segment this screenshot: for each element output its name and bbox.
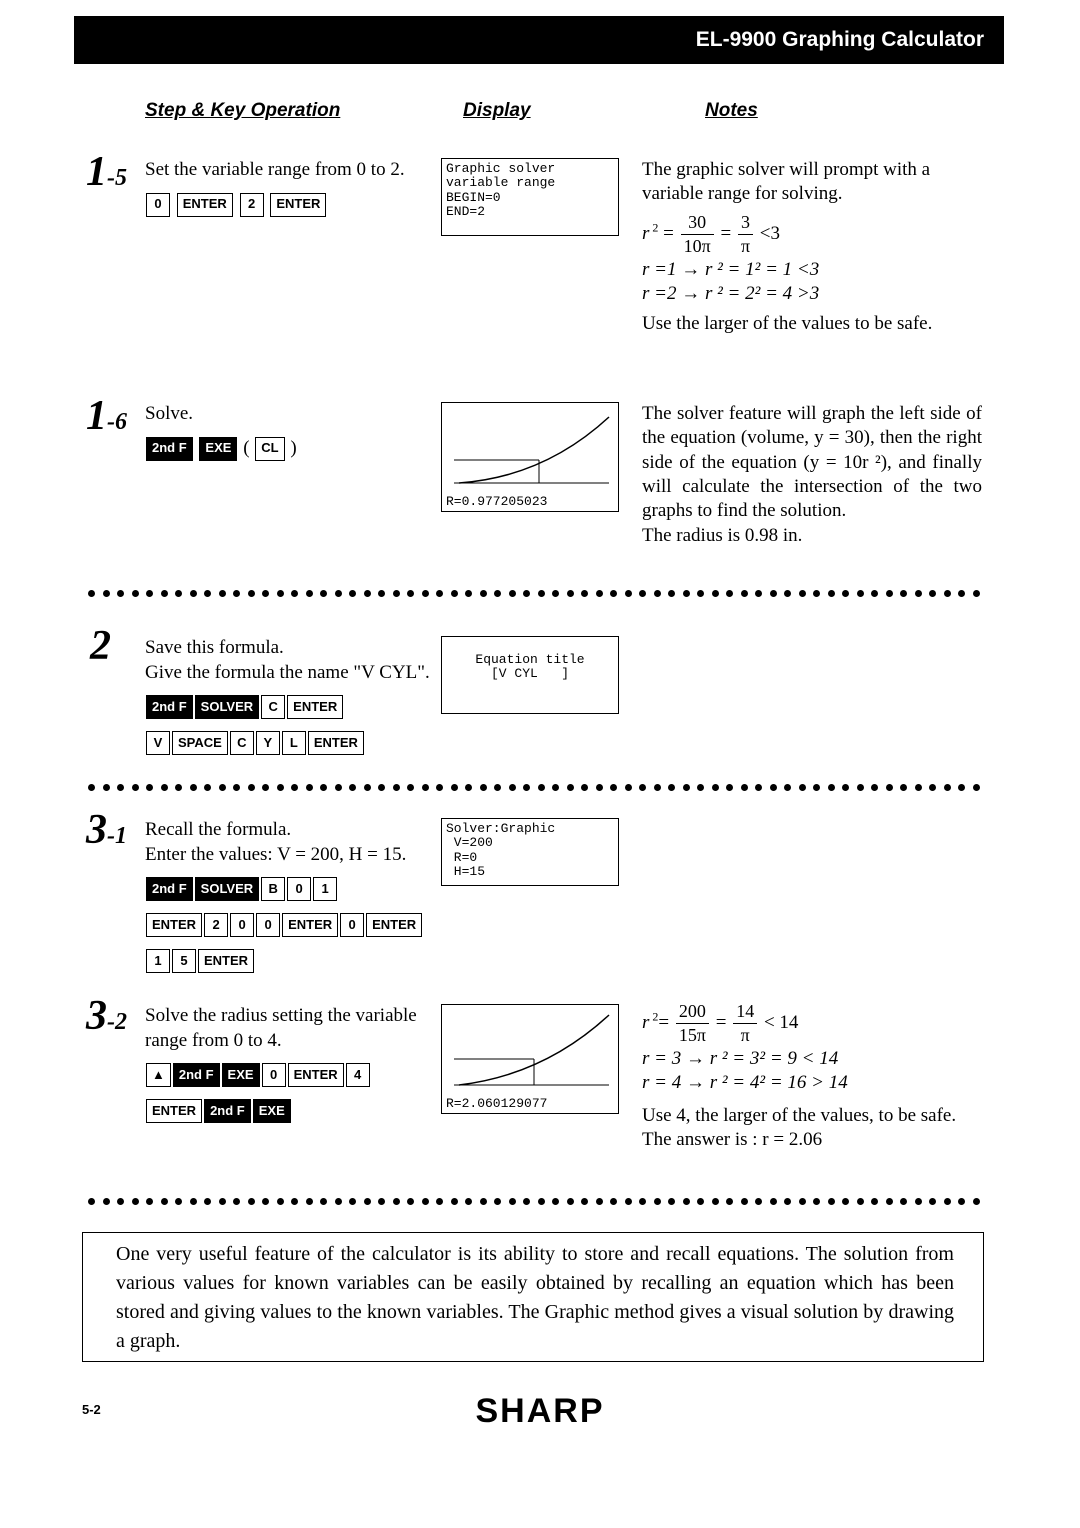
header-title: EL-9900 Graphing Calculator bbox=[696, 28, 984, 52]
key-2: 2 bbox=[204, 913, 228, 937]
step-2-keys-b: VSPACECYLENTER bbox=[145, 729, 435, 757]
key-1: 1 bbox=[313, 877, 337, 901]
step-3-2-number: 3-2 bbox=[86, 992, 127, 1040]
step-3-1-operation: Recall the formula. Enter the values: V … bbox=[145, 818, 435, 975]
footer-text: One very useful feature of the calculato… bbox=[116, 1240, 954, 1356]
step-3-2-operation: Solve the radius setting the variable ra… bbox=[145, 1004, 435, 1125]
step-3-2-keys-a: ▲2nd FEXE0ENTER4 bbox=[145, 1061, 435, 1089]
key-2ndf: 2nd F bbox=[204, 1099, 251, 1123]
key-2: 2 bbox=[240, 193, 264, 217]
step-1-5-display: Graphic solver variable range BEGIN=0 EN… bbox=[441, 158, 619, 236]
step-2-keys-a: 2nd FSOLVERCENTER bbox=[145, 693, 435, 721]
separator-1 bbox=[88, 590, 980, 598]
col-notes: Notes bbox=[705, 100, 758, 122]
key-4: 4 bbox=[346, 1063, 370, 1087]
key-exe: EXE bbox=[222, 1063, 260, 1087]
step-3-2-notes: r 2= 20015π = 14π < 14 r = 3 → r ² = 3² … bbox=[642, 1000, 982, 1152]
step-1-6-operation: Solve. 2nd F EXE ( CL ) bbox=[145, 402, 435, 463]
step-1-5-number: 1-5 bbox=[86, 148, 127, 196]
key-solver: SOLVER bbox=[195, 695, 260, 719]
brand-logo: SHARP bbox=[0, 1392, 1080, 1431]
col-step: Step & Key Operation bbox=[145, 100, 445, 122]
key-enter: ENTER bbox=[366, 913, 422, 937]
key-▲: ▲ bbox=[146, 1063, 171, 1087]
step-3-1-keys-a: 2nd FSOLVERB01 bbox=[145, 875, 435, 903]
key-0: 0 bbox=[340, 913, 364, 937]
key-2ndf: 2nd F bbox=[173, 1063, 220, 1087]
key-enter: ENTER bbox=[270, 193, 326, 217]
separator-2 bbox=[88, 784, 980, 792]
key-2ndf: 2nd F bbox=[146, 437, 193, 461]
key-exe: EXE bbox=[253, 1099, 291, 1123]
step-1-5-operation: Set the variable range from 0 to 2. 0 EN… bbox=[145, 158, 435, 219]
key-enter: ENTER bbox=[198, 949, 254, 973]
step-3-1-keys-c: 15ENTER bbox=[145, 947, 435, 975]
step-3-1-display: Solver:Graphic V=200 R=0 H=15 bbox=[441, 818, 619, 886]
key-0: 0 bbox=[230, 913, 254, 937]
key-enter: ENTER bbox=[288, 1063, 344, 1087]
key-enter: ENTER bbox=[282, 913, 338, 937]
col-disp: Display bbox=[463, 100, 673, 122]
column-headers: Step & Key Operation Display Notes bbox=[145, 100, 758, 122]
key-enter: ENTER bbox=[146, 913, 202, 937]
key-1: 1 bbox=[146, 949, 170, 973]
key-0: 0 bbox=[256, 913, 280, 937]
key-0: 0 bbox=[146, 193, 170, 217]
key-enter: ENTER bbox=[287, 695, 343, 719]
step-3-2-display: R=2.060129077 bbox=[441, 1004, 619, 1114]
key-space: SPACE bbox=[172, 731, 228, 755]
step-1-5-notes: The graphic solver will prompt with a va… bbox=[642, 158, 982, 337]
step-3-2-keys-b: ENTER2nd FEXE bbox=[145, 1097, 435, 1125]
key-solver: SOLVER bbox=[195, 877, 260, 901]
step-2-display: Equation title [V CYL ] bbox=[441, 636, 619, 714]
key-5: 5 bbox=[172, 949, 196, 973]
key-c: C bbox=[230, 731, 254, 755]
step-1-6-display: R=0.977205023 bbox=[441, 402, 619, 512]
step-1-6-notes: The solver feature will graph the left s… bbox=[642, 402, 982, 548]
key-y: Y bbox=[256, 731, 280, 755]
key-enter: ENTER bbox=[177, 193, 233, 217]
key-enter: ENTER bbox=[308, 731, 364, 755]
key-b: B bbox=[261, 877, 285, 901]
step-1-6-keys: 2nd F EXE ( CL ) bbox=[145, 435, 435, 463]
key-enter: ENTER bbox=[146, 1099, 202, 1123]
header-bar: EL-9900 Graphing Calculator bbox=[74, 16, 1004, 64]
key-v: V bbox=[146, 731, 170, 755]
key-0: 0 bbox=[287, 877, 311, 901]
key-c: C bbox=[261, 695, 285, 719]
key-2ndf: 2nd F bbox=[146, 695, 193, 719]
key-exe: EXE bbox=[199, 437, 237, 461]
key-2ndf: 2nd F bbox=[146, 877, 193, 901]
key-l: L bbox=[282, 731, 306, 755]
key-cl: CL bbox=[255, 437, 284, 461]
step-3-1-number: 3-1 bbox=[86, 806, 127, 854]
key-0: 0 bbox=[262, 1063, 286, 1087]
step-2-number: 2 bbox=[90, 622, 111, 670]
step-3-1-keys-b: ENTER200ENTER0ENTER bbox=[145, 911, 435, 939]
step-2-operation: Save this formula. Give the formula the … bbox=[145, 636, 435, 757]
step-1-5-keys: 0 ENTER 2 ENTER bbox=[145, 191, 435, 219]
separator-3 bbox=[88, 1198, 980, 1206]
step-1-6-number: 1-6 bbox=[86, 392, 127, 440]
